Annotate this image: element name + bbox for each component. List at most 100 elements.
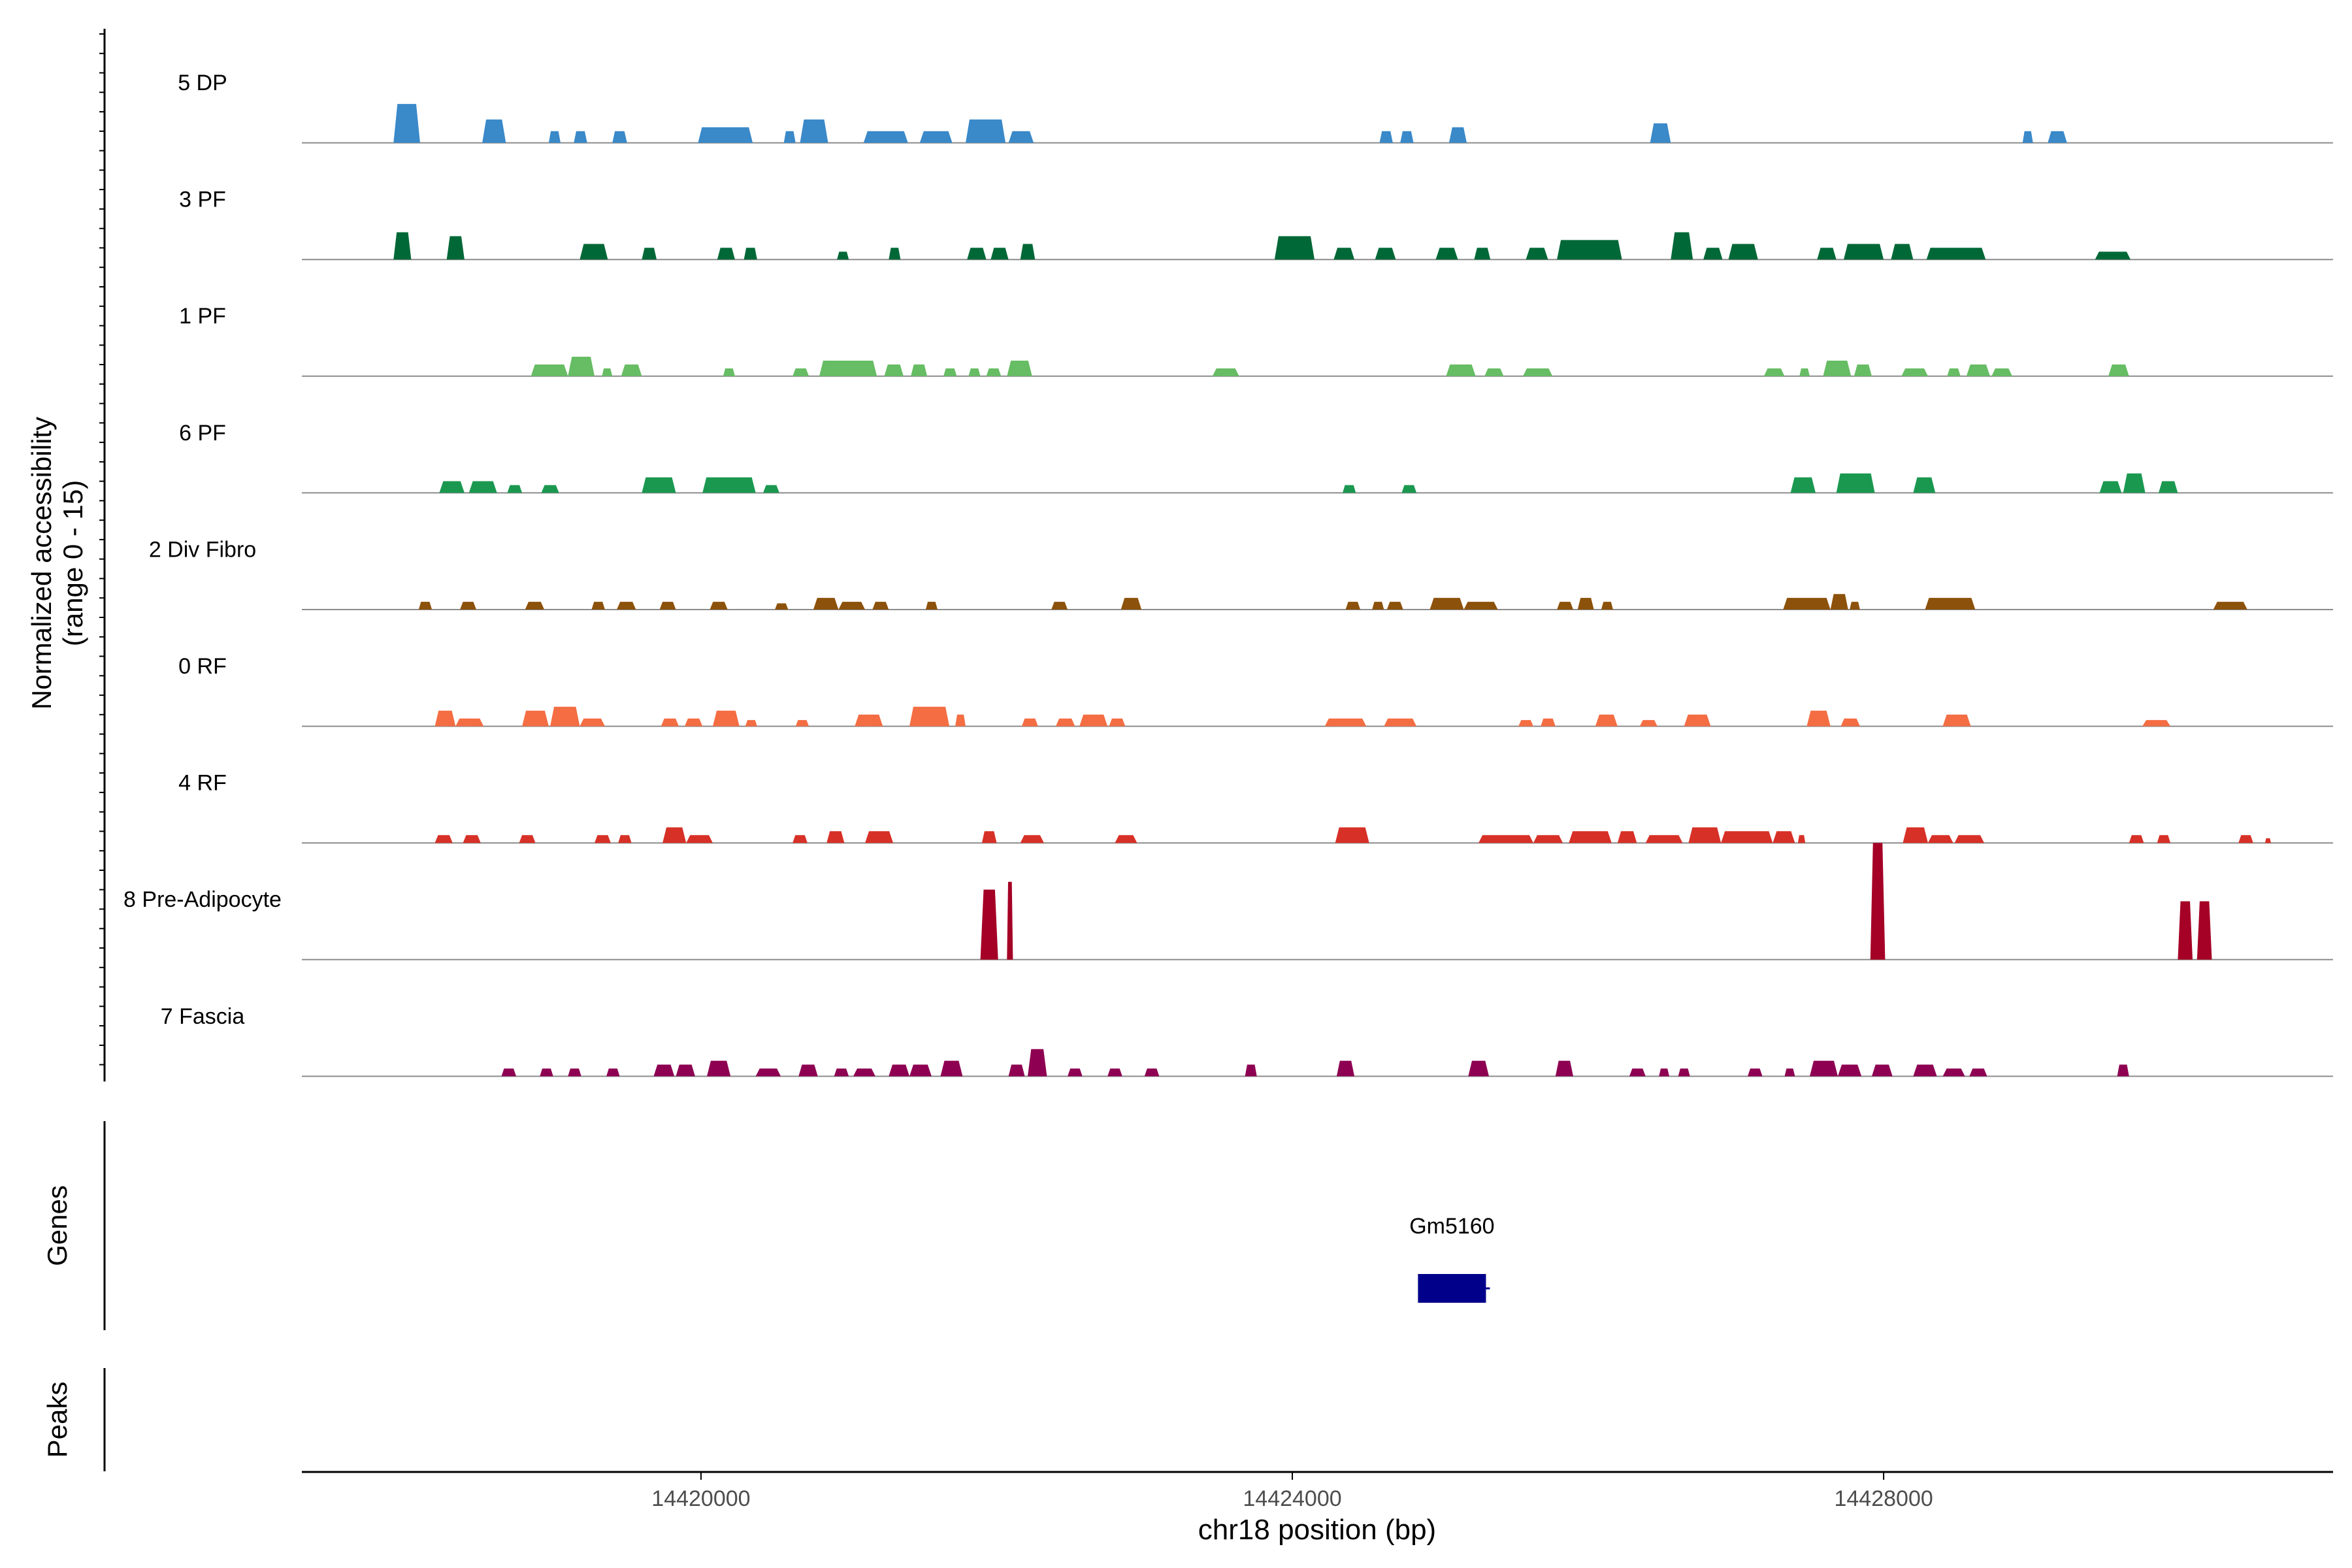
coverage-peak [1721,831,1773,843]
coverage-peak [826,831,845,843]
coverage-peak [1526,248,1548,260]
coverage-peak [865,831,894,843]
coverage-peak [519,835,536,843]
coverage-peak [2099,481,2122,493]
coverage-peak [1144,1068,1160,1077]
coverage-peak [837,252,849,260]
track-label: 7 Fascia [161,1004,245,1029]
coverage-peak [1684,714,1711,727]
track-5-dp: 5 DP [178,71,2333,144]
coverage-peak [460,602,476,610]
coverage-peak [568,357,595,376]
coverage-peak [1375,248,1396,260]
coverage-peak [1384,718,1417,727]
coverage-peak [955,714,966,727]
coverage-peak [1463,602,1498,610]
coverage-peak [1448,127,1467,143]
coverage-peak [1942,1068,1965,1077]
coverage-peak [1671,232,1693,260]
peaks-panel-label: Peaks [42,1382,73,1458]
coverage-peak [792,368,809,376]
coverage-peak [501,1068,517,1077]
coverage-peak [541,485,559,493]
coverage-peak [1650,123,1671,143]
coverage-peak [853,1068,875,1077]
coverage-peak [1991,368,2012,376]
coverage-peak [1790,477,1816,493]
coverage-peak [1435,248,1458,260]
coverage-peak [1903,827,1928,843]
coverage-peak [439,481,465,493]
coverage-peak [1872,1064,1893,1077]
coverage-peak [507,485,523,493]
track-label: 0 RF [178,654,227,679]
coverage-peak [1639,720,1658,727]
coverage-peak [795,720,809,727]
coverage-peak [393,232,412,260]
coverage-peak [1523,368,1553,376]
coverage-peak [1817,248,1837,260]
coverage-peak [1007,881,1013,960]
coverage-peak [574,131,587,143]
track-label: 2 Div Fibro [149,537,256,562]
coverage-peak [775,603,789,610]
coverage-peak [968,368,981,376]
coverage-peak [1557,602,1573,610]
coverage-peak [1051,602,1068,610]
coverage-peak [943,368,957,376]
coverage-peak [1601,602,1613,610]
coverage-peak [1838,1064,1862,1077]
coverage-peak [1840,718,1860,727]
coverage-peak [550,706,580,727]
y-axis-label-line2: (range 0 - 15) [57,480,88,646]
track-6-pf: 6 PF [179,421,2333,494]
coverage-peak [863,131,908,143]
coverage-peak [838,602,866,610]
coverage-peak [707,1060,731,1077]
coverage-peak [940,1060,963,1077]
coverage-peak [980,889,998,960]
coverage-peak [434,710,456,727]
coverage-peak [990,248,1009,260]
coverage-peak [1926,248,1986,260]
coverage-peak [1913,1064,1937,1077]
coverage-peak [418,602,433,610]
coverage-peak [986,368,1002,376]
coverage-peak [884,364,904,376]
coverage-peak [1028,1049,1047,1077]
coverage-peak [717,248,735,260]
coverage-peak [1345,602,1361,610]
coverage-peak [2129,835,2144,843]
coverage-peak [1823,361,1852,376]
coverage-peak [1763,368,1785,376]
coverage-peak [1928,835,1953,843]
coverage-peak [1336,1060,1355,1077]
coverage-peak [662,827,687,843]
coverage-peak [1468,1060,1489,1077]
coverage-peak [783,131,796,143]
coverage-peak [1022,718,1038,727]
coverage-peak [2238,835,2253,843]
coverage-peak [642,248,657,260]
track-label: 8 Pre-Adipocyte [123,887,282,912]
coverage-peak [1854,364,1872,376]
coverage-peak [1954,835,1984,843]
coverage-peak [925,602,938,610]
gene-label: Gm5160 [1409,1214,1494,1239]
coverage-peak [2123,473,2146,493]
coverage-peak [482,119,506,143]
coverage-peak [889,248,901,260]
track-7-fascia: 7 Fascia [161,1004,2333,1077]
coverage-peak [1629,1068,1646,1077]
coverage-peak [1008,131,1034,143]
coverage-peak [855,714,883,727]
coverage-peak [1850,602,1860,610]
coverage-peak [1533,835,1563,843]
coverage-peak [1007,361,1032,376]
coverage-peak [1806,710,1831,727]
coverage-peak [685,718,703,727]
x-tick-label: 14424000 [1243,1486,1341,1511]
coverage-peak [1115,835,1137,843]
coverage-peak [1577,598,1594,610]
coverage-peak [1678,1068,1690,1077]
